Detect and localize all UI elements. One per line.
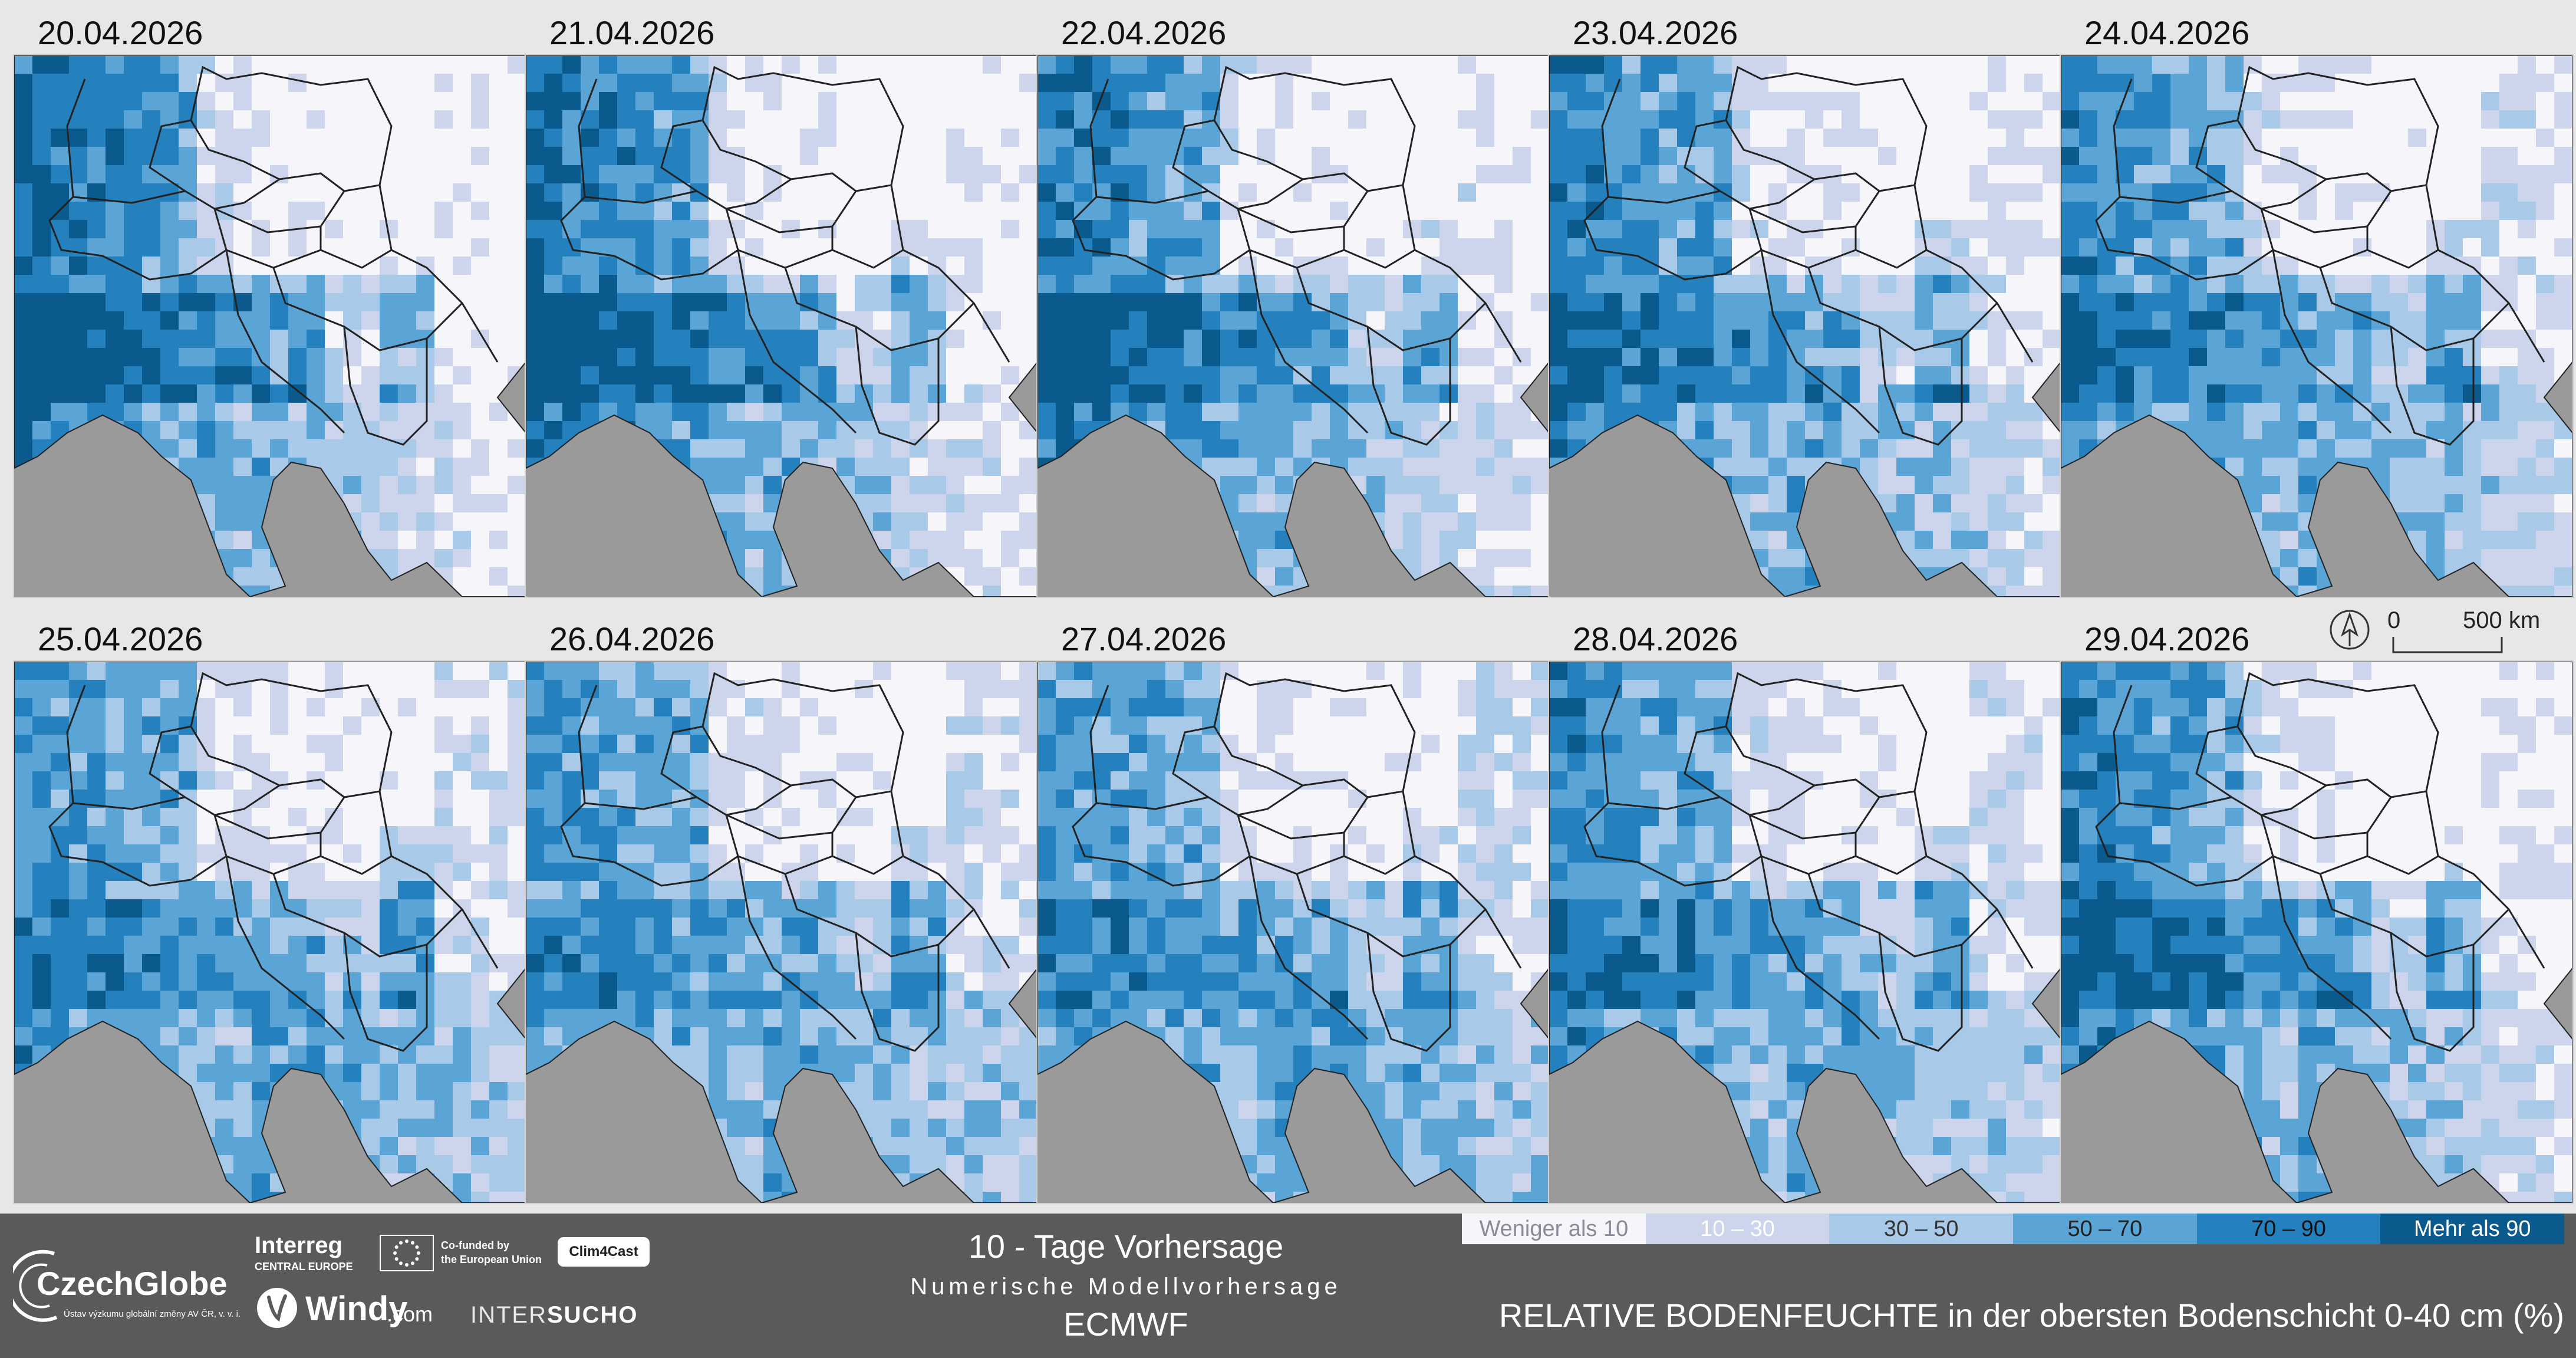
country-borders [526, 55, 1037, 597]
soil-moisture-map [14, 55, 526, 597]
forecast-map-panel: 27.04.2026 [1037, 610, 1549, 1203]
panel-date: 20.04.2026 [38, 14, 203, 51]
map-canvas [14, 55, 526, 597]
map-canvas [1549, 662, 2061, 1203]
legend-item: 50 – 70 [2013, 1214, 2197, 1244]
intersucho-a: INTER [470, 1302, 547, 1328]
scale-line [2392, 637, 2503, 653]
scale-bar: 0 500 km [2328, 607, 2564, 660]
forecast-map-panel: 20.04.2026 [14, 4, 526, 597]
forecast-map-panel: 22.04.2026 [1037, 4, 1549, 597]
forecast-heading: 10 - Tage Vorhersage Numerische Modellvo… [813, 1223, 1438, 1346]
legend-item: 30 – 50 [1829, 1214, 2014, 1244]
soil-moisture-map [2061, 662, 2572, 1203]
map-canvas [1037, 662, 1549, 1203]
forecast-map-panel: 24.04.2026 [2061, 4, 2572, 597]
eu-text-line1: Co-funded by [441, 1239, 509, 1251]
soil-moisture-map [526, 662, 1037, 1203]
map-canvas [1037, 55, 1549, 597]
forecast-map-panel: 26.04.2026 [526, 610, 1037, 1203]
legend: Weniger als 10 10 – 30 30 – 50 50 – 70 70 – … [1462, 1214, 2565, 1244]
windy-logo-icon [257, 1288, 297, 1328]
windy-name: Windy [305, 1290, 408, 1328]
czechglobe-logo-icon [13, 1250, 58, 1322]
map-grid: 20.04.2026 21.04.2026 22.04.2026 23.04.2026… [14, 4, 2572, 1203]
soil-moisture-map [1037, 55, 1549, 597]
map-canvas [526, 55, 1037, 597]
soil-moisture-map [1549, 55, 2061, 597]
interreg-sub: CENTRAL EUROPE [255, 1261, 353, 1272]
map-canvas [2061, 55, 2572, 597]
scale-zero-label: 0 [2387, 607, 2401, 633]
panel-date: 26.04.2026 [549, 620, 715, 657]
map-canvas [2061, 662, 2572, 1203]
forecast-model: ECMWF [1063, 1306, 1188, 1343]
forecast-map-panel: 21.04.2026 [526, 4, 1037, 597]
intersucho-b: SUCHO [547, 1302, 638, 1328]
panel-date: 21.04.2026 [549, 14, 715, 51]
forecast-title: 10 - Tage Vorhersage [968, 1228, 1284, 1265]
north-arrow-icon [2330, 610, 2370, 650]
soil-moisture-map [1037, 662, 1549, 1203]
panel-date: 27.04.2026 [1061, 620, 1227, 657]
panel-date: 23.04.2026 [1573, 14, 1738, 51]
windy-suffix: .com [387, 1302, 433, 1326]
legend-item: 10 – 30 [1645, 1214, 1830, 1244]
clim4cast-logo: Clim4Cast [558, 1237, 650, 1267]
soil-moisture-map [2061, 55, 2572, 597]
interreg-name: Interreg [255, 1232, 342, 1258]
clim4cast-text: Clim4Cast [569, 1244, 638, 1260]
map-canvas [14, 662, 526, 1203]
country-borders [526, 662, 1037, 1203]
scale-distance-label: 500 km [2463, 607, 2541, 633]
country-borders [14, 55, 526, 597]
country-borders [14, 662, 526, 1203]
soil-moisture-map [14, 662, 526, 1203]
forecast-map-panel: 25.04.2026 [14, 610, 526, 1203]
forecast-map-panel: 23.04.2026 [1549, 4, 2061, 597]
country-borders [1549, 662, 2061, 1203]
panel-date: 28.04.2026 [1573, 620, 1738, 657]
country-borders [2061, 662, 2572, 1203]
czechglobe-name: CzechGlobe [37, 1265, 228, 1302]
country-borders [1549, 55, 2061, 597]
panel-date: 25.04.2026 [38, 620, 203, 657]
forecast-subtitle: Numerische Modellvorhersage [910, 1274, 1342, 1300]
panel-date: 29.04.2026 [2084, 620, 2250, 657]
soil-moisture-map [1549, 662, 2061, 1203]
soil-moisture-map [526, 55, 1037, 597]
legend-item: 70 – 90 [2196, 1214, 2381, 1244]
forecast-map-panel: 28.04.2026 [1549, 610, 2061, 1203]
czechglobe-subtitle: Ústav výzkumu globální změny AV ČR, v. v… [64, 1309, 241, 1319]
map-canvas [526, 662, 1037, 1203]
country-borders [1037, 662, 1549, 1203]
panel-date: 24.04.2026 [2084, 14, 2250, 51]
country-borders [2061, 55, 2572, 597]
variable-title: RELATIVE BODENFEUCHTE in der obersten Bo… [1498, 1297, 2564, 1334]
country-borders [1037, 55, 1549, 597]
eu-flag-icon [380, 1235, 434, 1271]
legend-item: Mehr als 90 [2380, 1214, 2565, 1244]
panel-date: 22.04.2026 [1061, 14, 1227, 51]
legend-item: Weniger als 10 [1462, 1214, 1646, 1244]
map-canvas [1549, 55, 2061, 597]
eu-text-line2: the European Union [441, 1254, 542, 1265]
forecast-map-panel: 29.04.2026 [2061, 610, 2572, 1203]
